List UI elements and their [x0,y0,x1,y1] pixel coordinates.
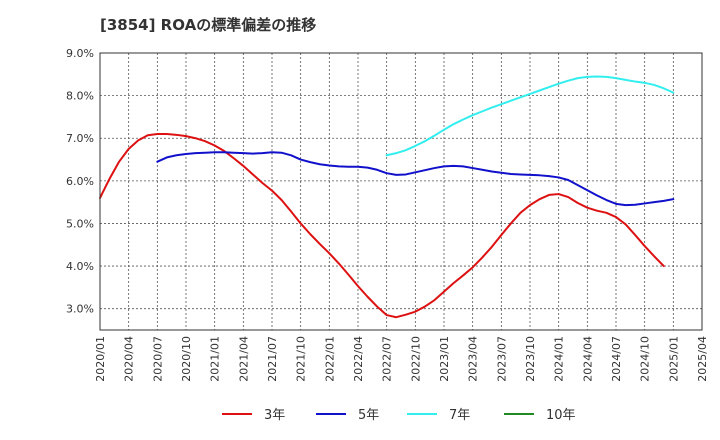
y-axis-ticks: 3.0% 4.0% 5.0% 6.0% 7.0% 8.0% 9.0% [66,47,94,316]
x-tick-label: 2023/04 [467,336,480,382]
series-group [99,75,675,319]
x-tick-label: 2024/04 [581,336,594,382]
x-tick-label: 2022/10 [409,336,422,382]
legend-label-2: 5年 [358,408,379,423]
series-line-1 [99,132,665,319]
x-tick-label: 2022/04 [352,336,365,382]
legend-label-1: 3年 [264,408,285,423]
x-tick-label: 2025/04 [696,336,709,382]
x-tick-label: 2022/01 [323,336,336,382]
x-tick-label: 2020/04 [123,336,136,382]
y-tick-label: 9.0% [66,47,94,60]
y-tick-label: 5.0% [66,217,94,230]
y-tick-label: 3.0% [66,303,94,316]
x-tick-label: 2023/07 [495,336,508,382]
x-tick-label: 2024/10 [639,336,652,382]
x-tick-label: 2020/07 [151,336,164,382]
x-tick-label: 2024/07 [610,336,623,382]
x-tick-label: 2020/10 [180,336,193,382]
y-tick-label: 7.0% [66,132,94,145]
legend-label-3: 7年 [449,408,470,423]
plot-area [100,53,702,330]
x-tick-label: 2024/01 [553,336,566,382]
x-tick-label: 2022/07 [381,336,394,382]
y-tick-label: 6.0% [66,175,94,188]
chart-title: [3854] ROAの標準偏差の推移 [100,16,316,34]
plot-border [99,52,703,331]
series-line-2 [156,151,675,207]
y-tick-label: 4.0% [66,260,94,273]
legend-label-4: 10年 [546,408,576,423]
x-tick-label: 2023/10 [524,336,537,382]
x-axis-ticks: 2020/01 2020/04 2020/07 2020/10 2021/01 2021/… [94,336,709,382]
x-tick-label: 2021/10 [295,336,308,382]
x-tick-label: 2023/01 [438,336,451,382]
x-tick-label: 2025/01 [667,336,680,382]
x-tick-label: 2021/04 [237,336,250,382]
x-tick-label: 2021/01 [209,336,222,382]
x-tick-label: 2020/01 [94,336,107,382]
legend: 3年 5年 7年 10年 [222,408,576,423]
x-tick-label: 2021/07 [266,336,279,382]
series-line-3 [385,75,675,157]
y-tick-label: 8.0% [66,90,94,103]
